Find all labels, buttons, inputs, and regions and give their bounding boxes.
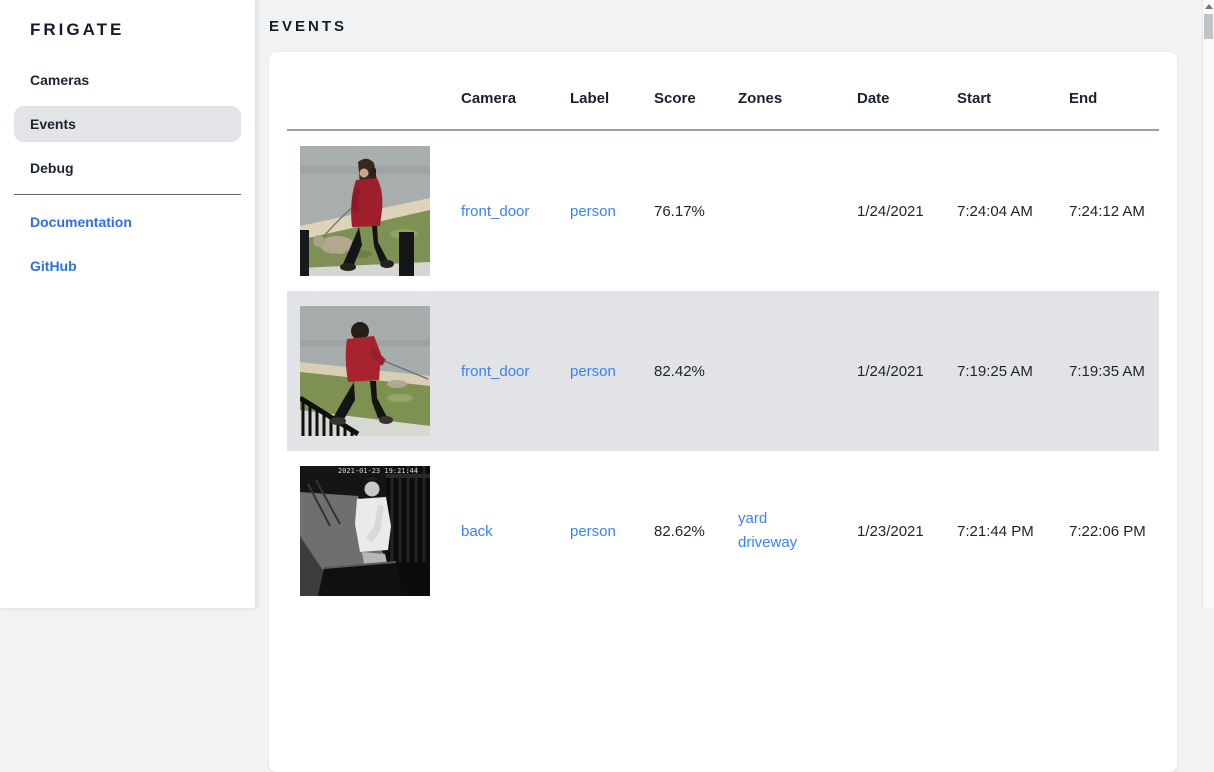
table-header-row: Camera Label Score Zones Date Start End: [287, 70, 1159, 131]
sidebar-link-label: Documentation: [30, 214, 132, 230]
date-value: 1/24/2021: [857, 202, 924, 220]
svg-text:2021-01-23 19:21:44: 2021-01-23 19:21:44: [338, 467, 418, 475]
score-value: 82.42%: [654, 362, 705, 380]
events-card: Camera Label Score Zones Date Start End front_…: [269, 52, 1177, 772]
start-value: 7:19:25 AM: [957, 362, 1033, 380]
vertical-scrollbar[interactable]: [1202, 0, 1214, 608]
event-thumbnail[interactable]: [287, 291, 461, 451]
zones-cell: yard driveway: [738, 451, 857, 611]
label-link[interactable]: person: [570, 202, 616, 220]
score-value: 82.62%: [654, 522, 705, 540]
camera-link[interactable]: back: [461, 522, 493, 540]
camera-link[interactable]: front_door: [461, 202, 530, 220]
column-header-zones: Zones: [738, 70, 857, 131]
page-title: EVENTS: [269, 17, 348, 35]
sidebar-item-cameras[interactable]: Cameras: [14, 62, 241, 98]
sidebar-nav: Cameras Events Debug: [0, 62, 255, 186]
zones-cell: [738, 291, 857, 451]
column-header-score: Score: [654, 70, 738, 131]
end-value: 7:22:06 PM: [1069, 522, 1146, 540]
sidebar-item-label: Cameras: [30, 72, 90, 88]
event-row[interactable]: 2021-01-23 19:21:44 back person 82.62% y…: [287, 451, 1159, 611]
sidebar: FRIGATE Cameras Events Debug Documentation…: [0, 0, 255, 608]
column-header-date: Date: [857, 70, 957, 131]
camera-link[interactable]: front_door: [461, 362, 530, 380]
sidebar-links: Documentation GitHub: [0, 204, 255, 284]
events-table-body: front_door person 76.17% 1/24/2021 7:24:…: [287, 130, 1159, 611]
date-value: 1/24/2021: [857, 362, 924, 380]
zone-link-yard[interactable]: yard: [738, 510, 768, 527]
event-thumbnail[interactable]: 2021-01-23 19:21:44: [287, 451, 461, 611]
start-value: 7:21:44 PM: [957, 522, 1034, 540]
sidebar-link-documentation[interactable]: Documentation: [14, 204, 241, 240]
end-value: 7:24:12 AM: [1069, 202, 1145, 220]
zones-cell: [738, 130, 857, 291]
main-content: EVENTS Camera Label Score Zones Date Start End: [255, 0, 1214, 772]
sidebar-link-github[interactable]: GitHub: [14, 248, 241, 284]
start-value: 7:24:04 AM: [957, 202, 1033, 220]
events-table: Camera Label Score Zones Date Start End front_…: [287, 70, 1159, 611]
thumbnail-front-door-red-coat: [300, 146, 430, 276]
scrollbar-thumb[interactable]: [1204, 14, 1213, 39]
label-link[interactable]: person: [570, 522, 616, 540]
scrollbar-up-arrow-icon[interactable]: [1205, 4, 1213, 9]
date-value: 1/23/2021: [857, 522, 924, 540]
column-header-label: Label: [570, 70, 654, 131]
page-header: EVENTS: [255, 0, 1214, 52]
event-row[interactable]: front_door person 82.42% 1/24/2021 7:19:…: [287, 291, 1159, 451]
label-link[interactable]: person: [570, 362, 616, 380]
thumbnail-front-door-red-hoodie: [300, 306, 430, 436]
sidebar-item-label: Debug: [30, 160, 74, 176]
sidebar-item-events[interactable]: Events: [14, 106, 241, 142]
score-value: 76.17%: [654, 202, 705, 220]
sidebar-link-label: GitHub: [30, 258, 77, 274]
column-header-camera: Camera: [461, 70, 570, 131]
thumbnail-back-night: 2021-01-23 19:21:44: [300, 466, 430, 596]
end-value: 7:19:35 AM: [1069, 362, 1145, 380]
zone-link-driveway[interactable]: driveway: [738, 534, 798, 551]
event-thumbnail[interactable]: [287, 130, 461, 291]
column-header-start: Start: [957, 70, 1069, 131]
app-logo[interactable]: FRIGATE: [30, 20, 125, 39]
column-header-thumbnail: [287, 70, 461, 131]
sidebar-divider: [14, 194, 241, 195]
column-header-end: End: [1069, 70, 1159, 131]
event-row[interactable]: front_door person 76.17% 1/24/2021 7:24:…: [287, 130, 1159, 291]
sidebar-item-label: Events: [30, 116, 76, 132]
sidebar-item-debug[interactable]: Debug: [14, 150, 241, 186]
